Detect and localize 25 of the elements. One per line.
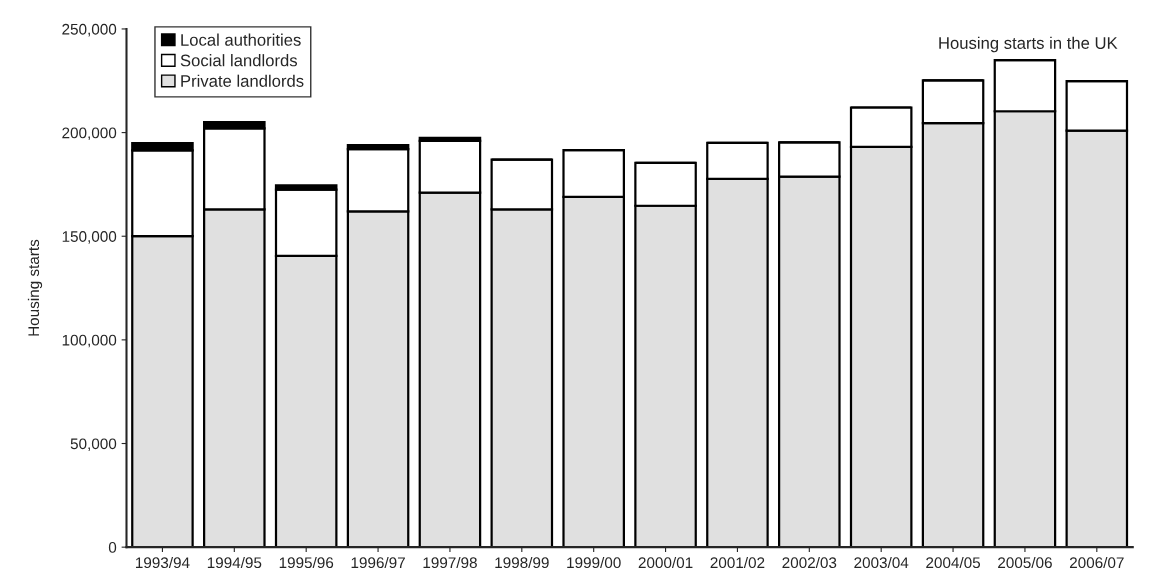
y-axis-title: Housing starts — [27, 239, 43, 336]
y-tick-label: 250,000 — [62, 23, 117, 37]
x-tick-label: 2003/04 — [854, 556, 909, 569]
x-tick-label: 1998/99 — [495, 556, 549, 569]
x-tick-label: 2005/06 — [998, 556, 1052, 569]
x-tick-label: 1997/98 — [423, 556, 477, 569]
x-tick-label: 1993/94 — [135, 556, 190, 569]
y-tick-label: 50,000 — [70, 438, 117, 451]
legend-label: Social landlords — [180, 54, 298, 67]
x-tick-label: 1999/00 — [567, 556, 621, 569]
x-tick-label: 1995/96 — [279, 556, 334, 569]
x-tick-label: 1996/97 — [351, 556, 405, 569]
x-tick-label: 2004/05 — [926, 556, 981, 569]
chart-title: Housing starts in the UK — [939, 36, 1118, 53]
x-tick-label: 2002/03 — [782, 556, 837, 569]
y-tick-label: 200,000 — [62, 127, 117, 141]
y-tick-label: 150,000 — [62, 231, 117, 244]
x-tick-label: 1994/95 — [207, 556, 262, 569]
y-tick-label: 0 — [108, 542, 117, 553]
x-tick-label: 2000/01 — [638, 556, 693, 569]
x-tick-label: 2001/02 — [710, 556, 765, 569]
legend-label: Private landlords — [181, 74, 304, 87]
x-tick-label: 2006/07 — [1069, 556, 1124, 569]
legend-label: Local authorities — [181, 33, 301, 46]
y-tick-label: 100,000 — [62, 334, 117, 348]
